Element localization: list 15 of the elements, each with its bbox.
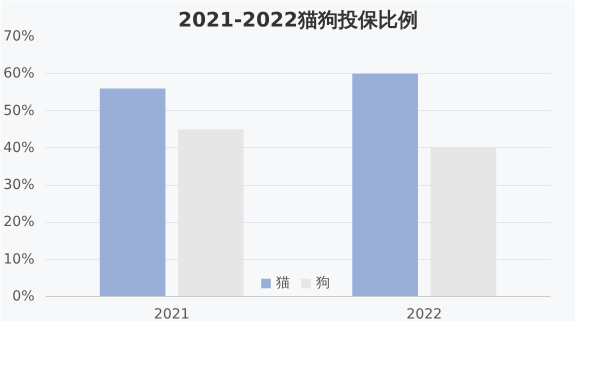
x-tick-label: 2022 xyxy=(406,306,442,322)
x-tick-label: 2021 xyxy=(154,306,190,322)
bar xyxy=(100,88,166,296)
y-tick-label: 60% xyxy=(3,66,35,82)
y-tick-label: 70% xyxy=(3,28,35,44)
y-tick-label: 50% xyxy=(3,102,35,119)
legend-label: 狗 xyxy=(316,274,331,292)
y-tick-label: 20% xyxy=(3,214,35,230)
chart-title: 2021-2022猫狗投保比例 xyxy=(178,8,418,32)
bar xyxy=(352,74,418,296)
y-tick-label: 0% xyxy=(12,288,35,304)
y-tick-label: 10% xyxy=(3,251,35,268)
legend-label: 猫 xyxy=(276,274,291,292)
y-tick-label: 40% xyxy=(3,140,35,156)
y-tick-label: 30% xyxy=(3,177,35,194)
